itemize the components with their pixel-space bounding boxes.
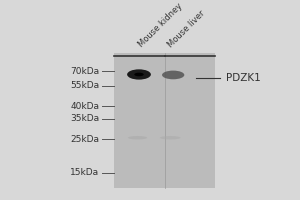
Ellipse shape bbox=[128, 136, 147, 139]
FancyBboxPatch shape bbox=[114, 53, 215, 188]
Text: 55kDa: 55kDa bbox=[70, 81, 100, 90]
Ellipse shape bbox=[162, 71, 184, 79]
Text: 40kDa: 40kDa bbox=[70, 102, 100, 111]
Text: Mouse liver: Mouse liver bbox=[166, 9, 207, 49]
Text: 70kDa: 70kDa bbox=[70, 67, 100, 76]
Ellipse shape bbox=[127, 69, 151, 80]
Text: Mouse kidney: Mouse kidney bbox=[137, 2, 184, 49]
Text: 15kDa: 15kDa bbox=[70, 168, 100, 177]
Ellipse shape bbox=[160, 136, 181, 139]
Text: PDZK1: PDZK1 bbox=[226, 73, 260, 83]
Ellipse shape bbox=[134, 73, 144, 76]
Text: 35kDa: 35kDa bbox=[70, 114, 100, 123]
Text: 25kDa: 25kDa bbox=[70, 135, 100, 144]
